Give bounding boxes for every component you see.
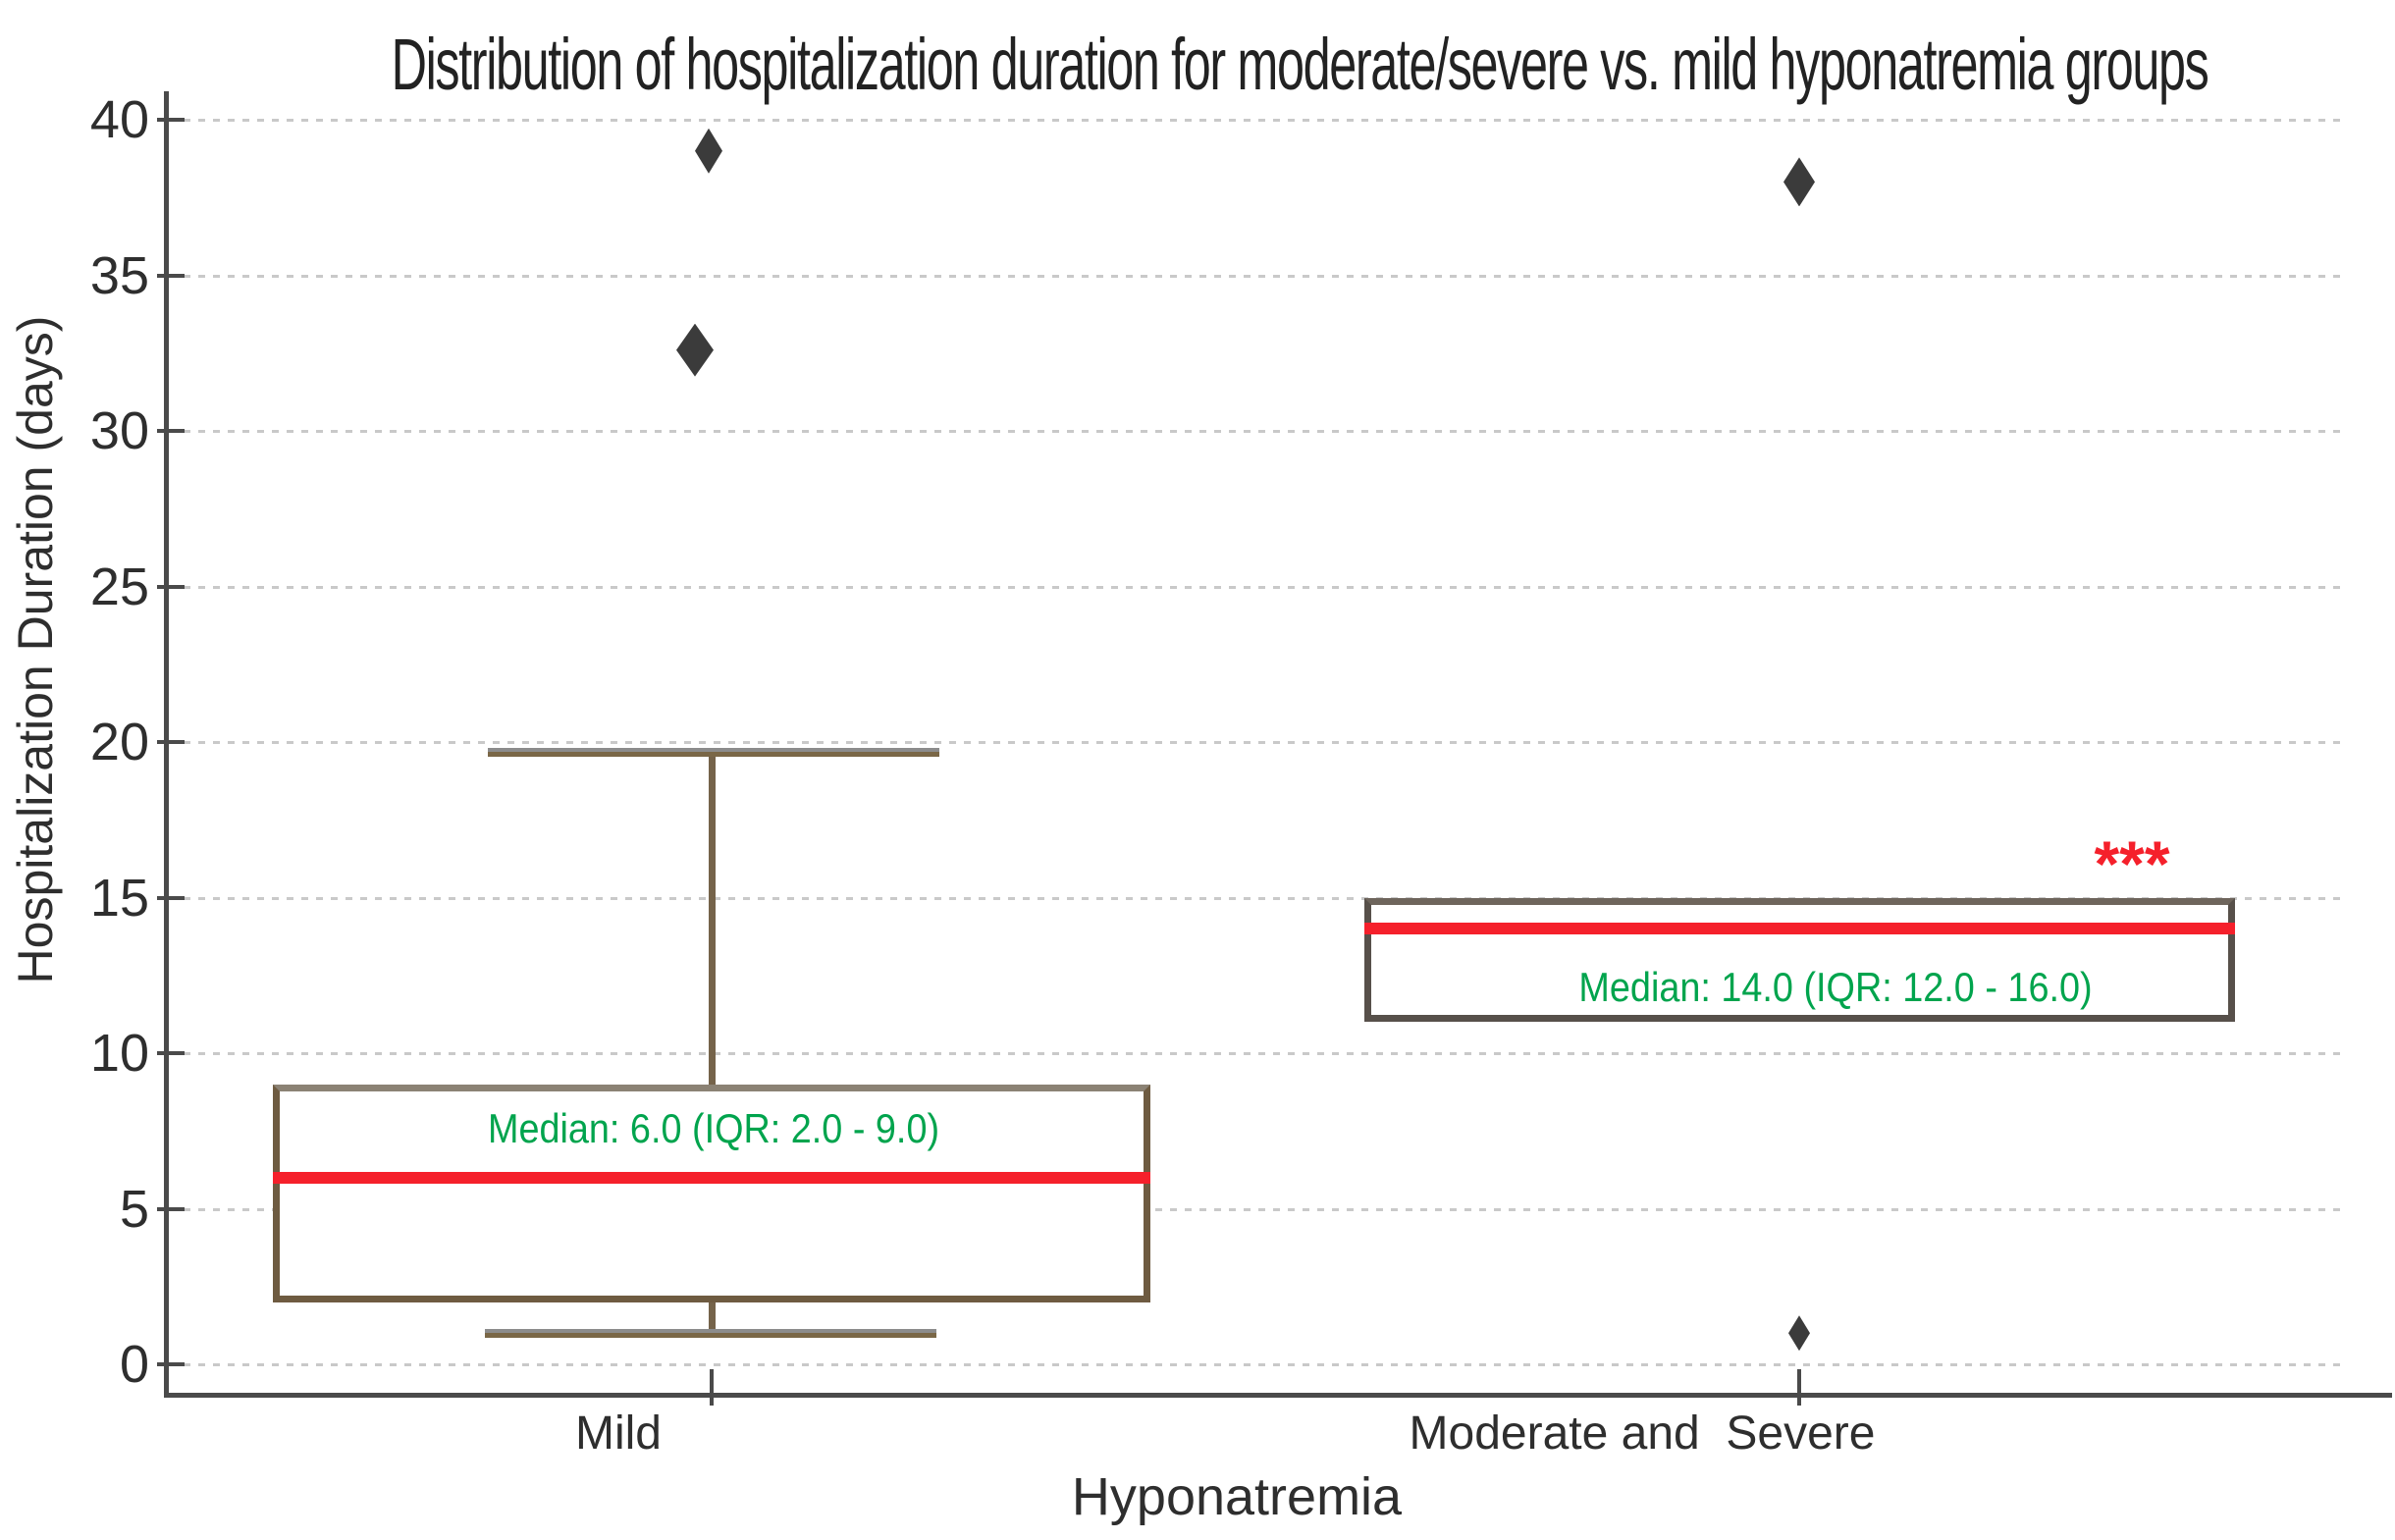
y-tick-label: 30 (89, 401, 149, 460)
x-axis-label: Hyponatremia (1071, 1467, 1403, 1526)
upper-whisker (709, 751, 716, 1085)
box (273, 1084, 1150, 1302)
upper-whisker-cap (488, 747, 939, 757)
outlier-diamond-icon (1788, 1315, 1810, 1352)
y-tick (157, 273, 185, 278)
median-line (273, 1171, 1150, 1184)
y-gridline (169, 119, 2346, 122)
chart-title: Distribution of hospitalization duration… (391, 24, 2209, 105)
y-axis-spine (164, 91, 169, 1398)
y-tick (157, 1051, 185, 1055)
significance-stars: *** (2094, 827, 2170, 900)
x-tick (1797, 1369, 1801, 1406)
median-annotation: Median: 14.0 (IQR: 12.0 - 16.0) (1578, 964, 2093, 1011)
y-gridline (169, 1363, 2346, 1366)
y-tick-label: 20 (89, 713, 149, 771)
y-gridline (169, 1052, 2346, 1055)
y-tick-label: 0 (119, 1335, 149, 1394)
x-axis-spine (164, 1393, 2392, 1398)
lower-whisker (709, 1301, 716, 1334)
x-tick-label: Mild (574, 1407, 662, 1460)
y-tick-label: 15 (89, 868, 149, 928)
y-tick (157, 584, 185, 589)
y-tick-label: 25 (89, 557, 149, 616)
outlier-diamond-icon (695, 128, 722, 174)
y-tick-label: 40 (89, 90, 149, 149)
x-tick (710, 1369, 714, 1406)
y-gridline (169, 585, 2346, 589)
y-tick (157, 1362, 185, 1366)
y-tick (157, 429, 185, 433)
x-tick-label: Moderate and Severe (1409, 1407, 1876, 1460)
y-gridline (169, 741, 2346, 744)
y-tick (157, 740, 185, 744)
y-tick-label: 10 (89, 1024, 149, 1083)
median-annotation: Median: 6.0 (IQR: 2.0 - 9.0) (487, 1104, 940, 1151)
y-tick-label: 5 (119, 1179, 149, 1239)
y-gridline (169, 896, 2346, 900)
y-tick-label: 35 (89, 245, 149, 305)
outlier-diamond-icon (1783, 157, 1815, 207)
outlier-diamond-icon (676, 323, 714, 377)
lower-whisker-cap (485, 1329, 936, 1339)
box (1364, 897, 2235, 1023)
y-tick (157, 895, 185, 900)
y-tick (157, 118, 185, 122)
median-line (1364, 923, 2235, 935)
y-gridline (169, 430, 2346, 433)
y-gridline (169, 274, 2346, 278)
y-gridline (169, 1207, 2346, 1211)
y-tick (157, 1206, 185, 1211)
